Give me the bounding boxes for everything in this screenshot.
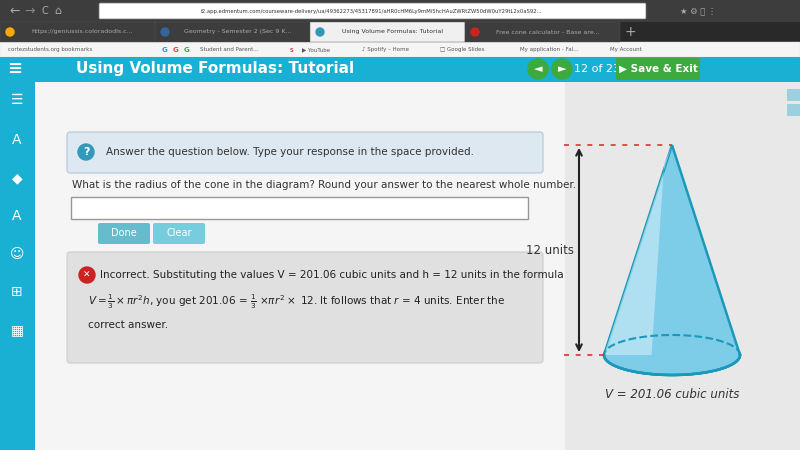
Text: My Account: My Account (610, 47, 642, 52)
Text: ?: ? (82, 147, 90, 157)
Text: What is the radius of the cone in the diagram? Round your answer to the nearest : What is the radius of the cone in the di… (72, 180, 576, 190)
Text: G: G (162, 46, 168, 53)
Text: ♪ Spotify – Home: ♪ Spotify – Home (362, 47, 409, 52)
Text: Using Volume Formulas: Tutorial: Using Volume Formulas: Tutorial (76, 62, 354, 76)
Text: ▦: ▦ (10, 323, 23, 337)
FancyBboxPatch shape (155, 22, 310, 42)
Text: A: A (12, 209, 22, 223)
Circle shape (161, 28, 169, 36)
FancyBboxPatch shape (67, 252, 543, 363)
Polygon shape (604, 145, 672, 355)
FancyBboxPatch shape (616, 58, 700, 80)
Polygon shape (604, 145, 740, 375)
Text: ★ ⚙ 🔧 ⋮: ★ ⚙ 🔧 ⋮ (680, 6, 716, 15)
Circle shape (552, 59, 572, 79)
Text: Student and Parent...: Student and Parent... (200, 47, 258, 52)
FancyBboxPatch shape (787, 89, 800, 101)
Text: G: G (173, 46, 178, 53)
Circle shape (316, 28, 324, 36)
Text: →: → (25, 4, 35, 18)
Text: 12 of 23: 12 of 23 (574, 64, 620, 74)
Text: Using Volume Formulas: Tutorial: Using Volume Formulas: Tutorial (342, 30, 443, 35)
FancyBboxPatch shape (153, 223, 205, 244)
FancyBboxPatch shape (565, 82, 800, 450)
Text: ▶ Save & Exit: ▶ Save & Exit (618, 64, 698, 74)
Text: 12 units: 12 units (526, 243, 574, 256)
FancyBboxPatch shape (0, 42, 800, 57)
FancyBboxPatch shape (71, 197, 528, 219)
Ellipse shape (604, 335, 740, 375)
FancyBboxPatch shape (465, 22, 620, 42)
Text: s: s (290, 46, 294, 53)
Text: V = 201.06 cubic units: V = 201.06 cubic units (605, 388, 739, 401)
Circle shape (79, 267, 95, 283)
FancyBboxPatch shape (0, 82, 35, 450)
Text: ←: ← (10, 4, 20, 18)
FancyBboxPatch shape (0, 57, 800, 82)
Circle shape (78, 144, 94, 160)
Text: correct answer.: correct answer. (88, 320, 168, 330)
FancyBboxPatch shape (787, 104, 800, 116)
Text: ☺: ☺ (10, 247, 24, 261)
Text: Incorrect. Substituting the values V = 201.06 cubic units and h = 12 units in th: Incorrect. Substituting the values V = 2… (100, 270, 564, 280)
Text: ◆: ◆ (12, 171, 22, 185)
Text: ⊞: ⊞ (11, 285, 23, 299)
Text: ✕: ✕ (83, 270, 90, 279)
Text: ▶ YouTube: ▶ YouTube (302, 47, 330, 52)
FancyBboxPatch shape (98, 223, 150, 244)
Text: $V = \frac{1}{3} \times \pi r^2 h$, you get 201.06 = $\frac{1}{3}$ $\times \pi r: $V = \frac{1}{3} \times \pi r^2 h$, you … (88, 293, 505, 311)
Text: ►: ► (558, 64, 566, 75)
FancyBboxPatch shape (0, 0, 800, 22)
Text: ◄: ◄ (534, 64, 542, 75)
Text: My application - Fal...: My application - Fal... (520, 47, 578, 52)
Text: ≡: ≡ (7, 60, 22, 78)
Circle shape (471, 28, 479, 36)
Text: https://geniussis.coloradodls.c...: https://geniussis.coloradodls.c... (32, 30, 134, 35)
Text: G: G (184, 46, 190, 53)
Text: f2.app.edmentum.com/courseware-delivery/ua/49362273/45317891/aHR0cHM6Ly9mMi5hcHA: f2.app.edmentum.com/courseware-delivery/… (202, 9, 542, 13)
Text: ☰: ☰ (10, 93, 23, 107)
Text: Clear: Clear (166, 228, 192, 238)
Circle shape (528, 59, 548, 79)
Circle shape (6, 28, 14, 36)
Text: C: C (42, 6, 48, 16)
Text: Free cone calculator - Base are...: Free cone calculator - Base are... (496, 30, 599, 35)
Text: +: + (624, 25, 636, 39)
Text: ⌂: ⌂ (54, 6, 62, 16)
FancyBboxPatch shape (310, 22, 465, 42)
FancyBboxPatch shape (35, 82, 565, 450)
Text: A: A (12, 133, 22, 147)
FancyBboxPatch shape (67, 132, 543, 173)
Text: Done: Done (111, 228, 137, 238)
FancyBboxPatch shape (0, 22, 155, 42)
Text: □ Google Slides: □ Google Slides (440, 47, 484, 52)
Text: Answer the question below. Type your response in the space provided.: Answer the question below. Type your res… (106, 147, 474, 157)
Text: cortezstudents.org bookmarks: cortezstudents.org bookmarks (8, 47, 92, 52)
FancyBboxPatch shape (99, 3, 646, 19)
Text: Geometry - Semester 2 (Sec 9 K...: Geometry - Semester 2 (Sec 9 K... (184, 30, 291, 35)
FancyBboxPatch shape (0, 22, 800, 42)
